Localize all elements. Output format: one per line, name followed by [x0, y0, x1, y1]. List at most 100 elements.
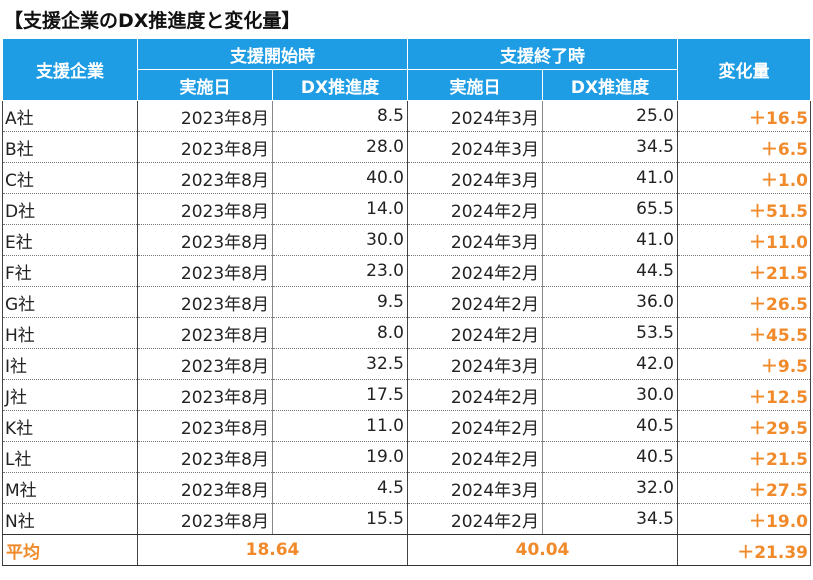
start-dx: 11.0 [272, 410, 408, 442]
start-date: 2023年8月 [137, 441, 273, 473]
start-dx: 8.5 [272, 100, 408, 132]
end-dx: 41.0 [542, 162, 678, 194]
header-end-date: 実施日 [407, 69, 543, 101]
change-value: ＋26.5 [677, 286, 811, 318]
table-row: H社 2023年8月 8.0 2024年2月 53.5 ＋45.5 [2, 317, 811, 349]
table-row: B社 2023年8月 28.0 2024年3月 34.5 ＋6.5 [2, 131, 811, 163]
table-row: N社 2023年8月 15.5 2024年2月 34.5 ＋19.0 [2, 503, 811, 535]
average-row: 平均 18.64 40.04 ＋21.39 [2, 534, 811, 566]
start-date: 2023年8月 [137, 255, 273, 287]
end-dx: 65.5 [542, 193, 678, 225]
table-row: I社 2023年8月 32.5 2024年3月 42.0 ＋9.5 [2, 348, 811, 380]
company-name: A社 [2, 100, 138, 132]
end-dx: 42.0 [542, 348, 678, 380]
company-name: B社 [2, 131, 138, 163]
end-date: 2024年2月 [407, 286, 543, 318]
header-start-date: 実施日 [137, 69, 273, 101]
end-date: 2024年2月 [407, 317, 543, 349]
end-date: 2024年2月 [407, 410, 543, 442]
change-value: ＋19.0 [677, 503, 811, 535]
company-name: G社 [2, 286, 138, 318]
start-dx: 19.0 [272, 441, 408, 473]
end-dx: 40.5 [542, 441, 678, 473]
company-name: L社 [2, 441, 138, 473]
table-row: J社 2023年8月 17.5 2024年2月 30.0 ＋12.5 [2, 379, 811, 411]
company-name: K社 [2, 410, 138, 442]
start-dx: 17.5 [272, 379, 408, 411]
end-date: 2024年3月 [407, 100, 543, 132]
company-name: J社 [2, 379, 138, 411]
table-title: 【支援企業のDX推進度と変化量】 [4, 10, 301, 32]
table-row: F社 2023年8月 23.0 2024年2月 44.5 ＋21.5 [2, 255, 811, 287]
end-dx: 44.5 [542, 255, 678, 287]
header-start-dx: DX推進度 [272, 69, 408, 101]
end-date: 2024年3月 [407, 348, 543, 380]
table-row: K社 2023年8月 11.0 2024年2月 40.5 ＋29.5 [2, 410, 811, 442]
start-dx: 14.0 [272, 193, 408, 225]
start-dx: 23.0 [272, 255, 408, 287]
table-row: A社 2023年8月 8.5 2024年3月 25.0 ＋16.5 [2, 100, 811, 132]
start-date: 2023年8月 [137, 100, 273, 132]
end-date: 2024年3月 [407, 224, 543, 256]
start-date: 2023年8月 [137, 286, 273, 318]
end-dx: 34.5 [542, 131, 678, 163]
end-dx: 36.0 [542, 286, 678, 318]
company-name: N社 [2, 503, 138, 535]
end-dx: 40.5 [542, 410, 678, 442]
start-date: 2023年8月 [137, 410, 273, 442]
table-row: E社 2023年8月 30.0 2024年3月 41.0 ＋11.0 [2, 224, 811, 256]
start-dx: 15.5 [272, 503, 408, 535]
start-dx: 9.5 [272, 286, 408, 318]
end-date: 2024年2月 [407, 193, 543, 225]
table-row: D社 2023年8月 14.0 2024年2月 65.5 ＋51.5 [2, 193, 811, 225]
start-date: 2023年8月 [137, 503, 273, 535]
end-date: 2024年2月 [407, 503, 543, 535]
change-value: ＋9.5 [677, 348, 811, 380]
change-value: ＋51.5 [677, 193, 811, 225]
dx-table: 支援企業 支援開始時 支援終了時 変化量 実施日 DX推進度 実施日 DX推進度… [2, 38, 811, 566]
header-company: 支援企業 [2, 38, 138, 101]
table-row: G社 2023年8月 9.5 2024年2月 36.0 ＋26.5 [2, 286, 811, 318]
end-dx: 53.5 [542, 317, 678, 349]
start-date: 2023年8月 [137, 224, 273, 256]
company-name: C社 [2, 162, 138, 194]
header-start-group: 支援開始時 [137, 38, 408, 70]
start-date: 2023年8月 [137, 379, 273, 411]
header-end-dx: DX推進度 [542, 69, 678, 101]
end-date: 2024年3月 [407, 472, 543, 504]
start-date: 2023年8月 [137, 131, 273, 163]
start-dx: 28.0 [272, 131, 408, 163]
header-end-group: 支援終了時 [407, 38, 678, 70]
table-row: C社 2023年8月 40.0 2024年3月 41.0 ＋1.0 [2, 162, 811, 194]
start-date: 2023年8月 [137, 317, 273, 349]
start-date: 2023年8月 [137, 193, 273, 225]
end-date: 2024年2月 [407, 255, 543, 287]
start-dx: 32.5 [272, 348, 408, 380]
start-dx: 8.0 [272, 317, 408, 349]
company-name: F社 [2, 255, 138, 287]
change-value: ＋45.5 [677, 317, 811, 349]
end-date: 2024年3月 [407, 162, 543, 194]
end-dx: 41.0 [542, 224, 678, 256]
table-row: M社 2023年8月 4.5 2024年3月 32.0 ＋27.5 [2, 472, 811, 504]
company-name: E社 [2, 224, 138, 256]
change-value: ＋27.5 [677, 472, 811, 504]
table-body: A社 2023年8月 8.5 2024年3月 25.0 ＋16.5 B社 2023年8月 28.… [2, 100, 811, 535]
header-change: 変化量 [677, 38, 811, 101]
change-value: ＋11.0 [677, 224, 811, 256]
end-date: 2024年2月 [407, 379, 543, 411]
change-value: ＋29.5 [677, 410, 811, 442]
average-end-dx: 40.04 [407, 534, 678, 566]
start-date: 2023年8月 [137, 162, 273, 194]
start-date: 2023年8月 [137, 472, 273, 504]
end-dx: 32.0 [542, 472, 678, 504]
end-date: 2024年3月 [407, 131, 543, 163]
start-dx: 4.5 [272, 472, 408, 504]
end-dx: 25.0 [542, 100, 678, 132]
end-date: 2024年2月 [407, 441, 543, 473]
start-dx: 40.0 [272, 162, 408, 194]
change-value: ＋6.5 [677, 131, 811, 163]
change-value: ＋12.5 [677, 379, 811, 411]
company-name: D社 [2, 193, 138, 225]
table-row: L社 2023年8月 19.0 2024年2月 40.5 ＋21.5 [2, 441, 811, 473]
